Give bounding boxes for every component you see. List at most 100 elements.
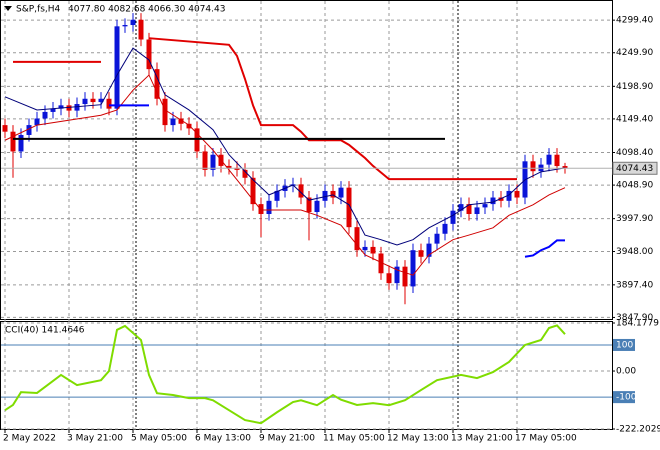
candle-body — [402, 266, 408, 287]
candle-body — [34, 118, 40, 126]
candle-body — [314, 200, 320, 213]
candle-body — [50, 108, 56, 112]
candle-body — [106, 98, 112, 109]
level-label: 100 — [616, 340, 633, 350]
y-tick-label: 3847.90 — [616, 313, 653, 323]
candle-body — [210, 154, 216, 170]
indicator-line — [4, 74, 566, 276]
candle-body — [26, 125, 32, 135]
y-tick-label: 4098.40 — [616, 148, 653, 158]
level-box — [613, 338, 635, 351]
y-tick-label: 184.1779 — [616, 319, 659, 329]
chart-title: S&P,fs,H4 — [16, 5, 61, 15]
last-price-box — [612, 161, 658, 175]
ohlc-header: 4077.80 4082.68 4066.30 4074.43 — [68, 5, 225, 15]
y-tick-label: 0.00 — [616, 367, 636, 377]
y-tick-label: 4149.40 — [616, 114, 653, 124]
candle-body — [394, 266, 400, 284]
candle-body — [74, 104, 80, 111]
candle-body — [274, 190, 280, 201]
candle-body — [474, 207, 480, 214]
candle-body — [378, 253, 384, 274]
candle-body — [130, 19, 136, 26]
candle-body — [250, 177, 256, 205]
candle-body — [322, 190, 328, 201]
candle-body — [386, 273, 392, 284]
cci-line — [4, 324, 566, 425]
candle-body — [434, 233, 440, 244]
candle-body — [306, 197, 312, 213]
candle-body — [370, 246, 376, 254]
x-tick-label: 6 May 13:00 — [195, 434, 251, 444]
level-label: -100 — [616, 393, 637, 403]
candle-body — [498, 197, 504, 201]
candle-body — [562, 166, 568, 169]
candle-body — [66, 105, 72, 111]
candle-body — [458, 204, 464, 211]
main-frame — [0, 0, 613, 320]
x-tick-label: 3 May 21:00 — [67, 434, 123, 444]
candle-body — [82, 98, 88, 105]
candle-body — [418, 250, 424, 257]
candle-body — [426, 243, 432, 257]
candle-body — [58, 105, 64, 109]
cci-title: CCI(40) 141.4646 — [5, 326, 85, 336]
candle-body — [98, 98, 104, 103]
candle-body — [10, 131, 16, 152]
y-tick-label: 3897.40 — [616, 280, 653, 290]
indicator-line — [524, 239, 565, 258]
candle-body — [90, 98, 96, 103]
y-tick-label: 4048.90 — [616, 181, 653, 191]
candle-body — [42, 111, 48, 119]
candle-body — [154, 69, 160, 99]
candle-body — [298, 184, 304, 198]
candle-body — [354, 227, 360, 251]
y-tick-label: -222.2029 — [616, 425, 660, 435]
candle-body — [506, 190, 512, 201]
candle-body — [450, 210, 456, 224]
candle-body — [546, 154, 552, 165]
candle-body — [514, 190, 520, 198]
candle-body — [138, 19, 144, 40]
y-tick-label: 3948.00 — [616, 247, 653, 257]
candle-body — [242, 169, 248, 178]
candle-body — [362, 246, 368, 251]
candle-body — [530, 161, 536, 172]
candle-body — [482, 204, 488, 208]
x-tick-label: 9 May 21:00 — [259, 434, 315, 444]
x-tick-label: 11 May 05:00 — [323, 434, 385, 444]
candle-body — [410, 250, 416, 287]
candle-body — [554, 154, 560, 167]
x-tick-label: 5 May 05:00 — [131, 434, 187, 444]
candle-body — [114, 26, 120, 109]
candle-body — [186, 123, 192, 129]
x-tick-label: 2 May 2022 — [3, 434, 56, 444]
candle-body — [490, 197, 496, 205]
candle-body — [122, 25, 128, 27]
last-price-label: 4074.43 — [616, 164, 653, 174]
candle-body — [2, 125, 8, 132]
candle-body — [18, 134, 24, 152]
candle-body — [266, 200, 272, 214]
x-tick-label: 17 May 05:00 — [515, 434, 577, 444]
candle-body — [346, 187, 352, 228]
x-tick-label: 13 May 21:00 — [451, 434, 513, 444]
candle-body — [178, 118, 184, 124]
candle-body — [338, 187, 344, 198]
cci-frame — [0, 321, 613, 430]
candle-body — [170, 118, 176, 126]
y-tick-label: 4249.90 — [616, 48, 653, 58]
candle-body — [442, 223, 448, 234]
menu-icon — [4, 6, 12, 11]
candle-body — [226, 165, 232, 168]
candle-body — [234, 167, 240, 170]
y-tick-label: 4198.90 — [616, 82, 653, 92]
y-tick-label: 4299.40 — [616, 16, 653, 26]
candle-body — [146, 39, 152, 70]
candle-body — [258, 204, 264, 214]
x-tick-label: 12 May 13:00 — [387, 434, 449, 444]
candle-body — [162, 98, 168, 126]
level-box — [613, 391, 635, 404]
candle-body — [466, 204, 472, 214]
